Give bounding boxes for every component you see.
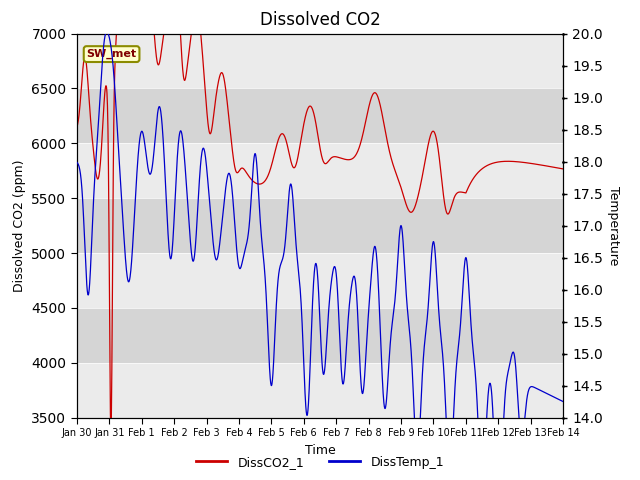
Y-axis label: Temperature: Temperature bbox=[607, 186, 620, 265]
Legend: DissCO2_1, DissTemp_1: DissCO2_1, DissTemp_1 bbox=[191, 451, 449, 474]
Title: Dissolved CO2: Dissolved CO2 bbox=[260, 11, 380, 29]
Bar bbox=[77, 144, 563, 198]
Bar bbox=[77, 363, 563, 418]
Bar bbox=[77, 253, 563, 308]
Text: SW_met: SW_met bbox=[86, 49, 137, 59]
Bar bbox=[77, 34, 563, 88]
Bar bbox=[77, 88, 563, 144]
Bar bbox=[77, 198, 563, 253]
Y-axis label: Dissolved CO2 (ppm): Dissolved CO2 (ppm) bbox=[13, 159, 26, 292]
X-axis label: Time: Time bbox=[305, 444, 335, 456]
Bar bbox=[77, 308, 563, 363]
